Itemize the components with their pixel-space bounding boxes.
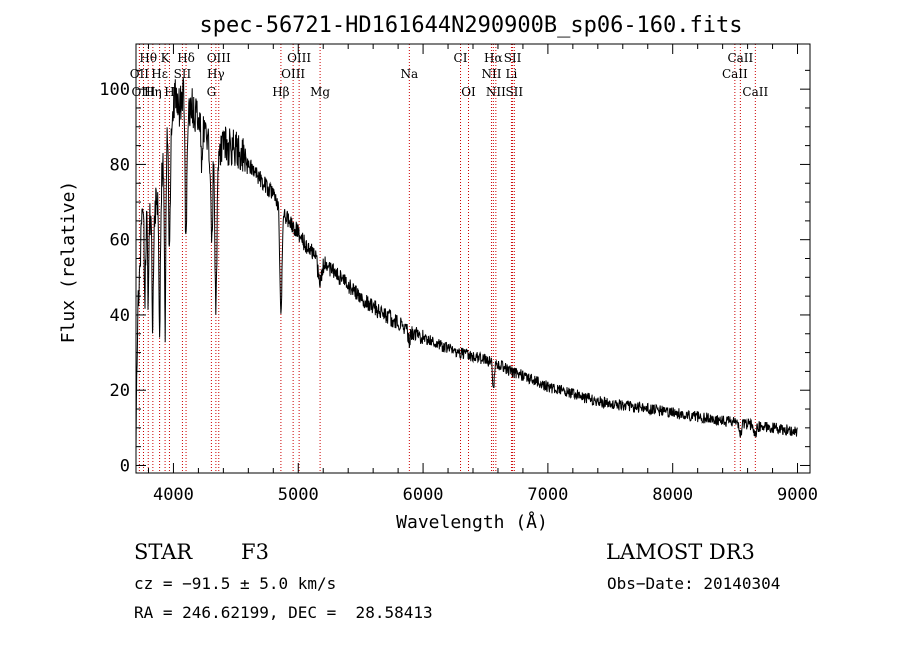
line-label-hβ: Hβ <box>272 85 289 99</box>
x-tick-label: 4000 <box>153 485 194 505</box>
line-label-hα: Hα <box>484 51 503 65</box>
line-label-caii: CaII <box>722 67 748 81</box>
line-label-hδ: Hδ <box>177 51 195 65</box>
line-label-sii: SII <box>505 85 523 99</box>
x-tick-label: 7000 <box>527 485 568 505</box>
spectrum-line <box>135 77 798 453</box>
line-label-sii: SII <box>174 67 192 81</box>
x-tick-label: 8000 <box>652 485 693 505</box>
line-label-g: G <box>207 85 217 99</box>
line-label-oii: OII <box>130 67 150 81</box>
line-label-hθ: Hθ <box>139 51 157 65</box>
x-axis-label: Wavelength (Å) <box>396 511 548 533</box>
line-label-h: H <box>164 85 174 99</box>
line-label-ci: CI <box>454 51 468 65</box>
y-tick-label: 0 <box>120 456 130 476</box>
y-tick-label: 100 <box>99 80 130 100</box>
line-label-hγ: Hγ <box>207 67 225 81</box>
y-tick-label: 80 <box>110 155 130 175</box>
y-tick-label: 60 <box>110 231 130 251</box>
line-label-nii: NII <box>486 85 506 99</box>
line-label-nii: NII <box>481 67 501 81</box>
x-tick-label: 6000 <box>403 485 444 505</box>
line-label-oiii: OIII <box>287 51 311 65</box>
object-class: STAR <box>134 540 193 564</box>
line-label-sii: SII <box>504 51 522 65</box>
object-subclass: F3 <box>241 540 269 564</box>
plot-frame <box>135 43 811 474</box>
axis-ticks: 4000 5000 6000 7000 8000 9000 0 20 40 60 80 100 <box>99 44 818 505</box>
line-label-hη: Hη <box>144 85 162 99</box>
y-tick-label: 40 <box>110 306 130 326</box>
y-tick-label: 20 <box>110 381 130 401</box>
plot-axes <box>135 43 811 474</box>
line-label-k: K <box>161 51 171 65</box>
line-label-oi: OI <box>461 85 476 99</box>
chart-title: spec-56721-HD161644N290900B_sp06-160.fit… <box>199 13 742 38</box>
line-label-caii: CaII <box>742 85 768 99</box>
y-axis-label: Flux (relative) <box>58 181 79 344</box>
line-label-oiii: OIII <box>281 67 305 81</box>
coordinates: RA = 246.62199, DEC = 28.58413 <box>134 603 433 622</box>
observation-date: Obs−Date: 20140304 <box>607 574 781 593</box>
redshift-info: cz = −91.5 ± 5.0 km/s <box>134 574 337 593</box>
line-label-caii: CaII <box>727 51 753 65</box>
survey-name: LAMOST DR3 <box>606 540 755 564</box>
x-tick-label: 5000 <box>278 485 319 505</box>
line-label-li: Li <box>506 67 518 81</box>
line-label-oiii: OIII <box>131 85 155 99</box>
spectral-line-markers <box>138 44 756 473</box>
spectrum-series <box>135 77 798 453</box>
spectrum-chart: spec-56721-HD161644N290900B_sp06-160.fit… <box>58 13 818 533</box>
line-label-hε: Hε <box>151 67 168 81</box>
line-label-mg: Mg <box>310 85 330 99</box>
x-tick-label: 9000 <box>777 485 818 505</box>
line-label-oiii: OIII <box>207 51 231 65</box>
line-label-na: Na <box>401 67 419 81</box>
